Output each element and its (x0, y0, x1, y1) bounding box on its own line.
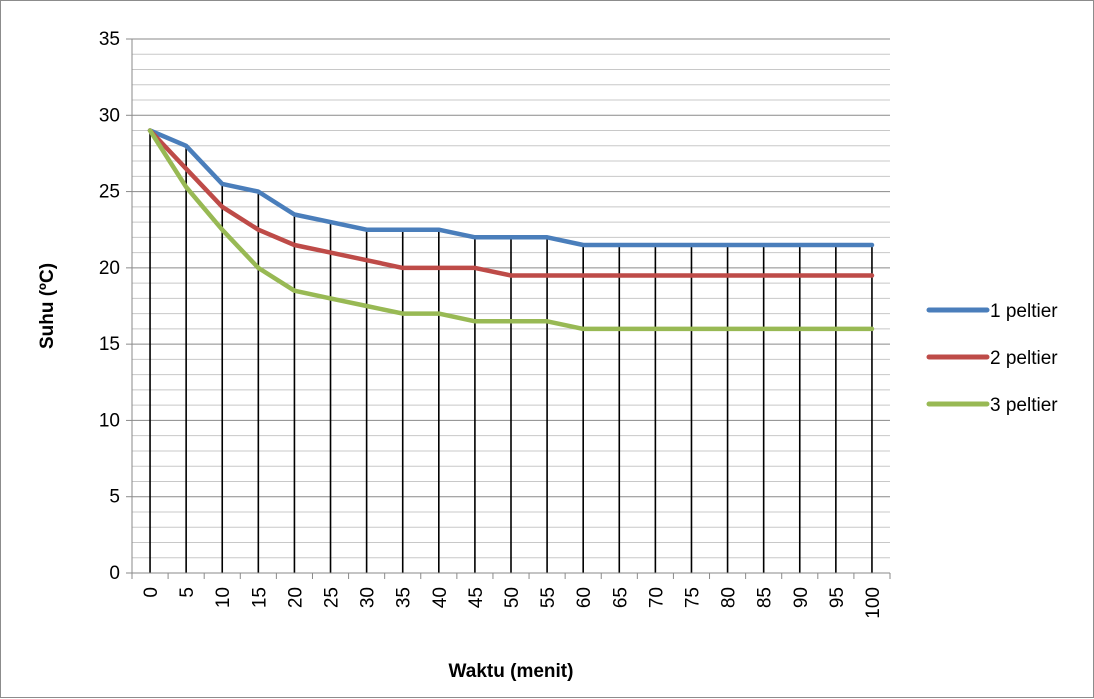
y-tick-label: 35 (99, 29, 120, 50)
axes (131, 39, 890, 574)
x-tick-label: 80 (719, 587, 740, 608)
x-axis-tick-labels: 0 5 10 15 20 25 30 35 40 45 50 55 60 65 70 75 80 85 90 95 10… (131, 573, 891, 619)
x-tick-label: 35 (394, 587, 415, 608)
y-tick-label: 15 (99, 334, 120, 355)
x-tick-label: 65 (610, 587, 631, 608)
y-tick-label: 20 (99, 258, 120, 279)
x-tick-label: 10 (213, 587, 234, 608)
x-tick-label: 100 (863, 587, 884, 619)
x-tick-label: 75 (682, 587, 703, 608)
x-tick-label: 95 (827, 587, 848, 608)
x-tick-label: 0 (141, 587, 162, 598)
series-line (147, 128, 875, 278)
x-tick-label: 60 (574, 587, 595, 608)
x-tick-label: 55 (538, 587, 559, 608)
y-tick-label: 30 (99, 105, 120, 126)
x-tick-label: 85 (755, 587, 776, 608)
y-tick-label: 10 (99, 410, 120, 431)
x-tick-label: 15 (249, 587, 270, 608)
y-tick-label: 25 (99, 182, 120, 203)
x-tick-label: 20 (285, 587, 306, 608)
x-tick-label: 50 (502, 587, 523, 608)
x-tick-label: 70 (646, 587, 667, 608)
legend-label: 2 peltier (990, 348, 1058, 369)
legend-label: 1 peltier (990, 301, 1058, 322)
x-tick-label: 45 (466, 587, 487, 608)
x-tick-label: 30 (358, 587, 379, 608)
vertical-drop-lines (149, 130, 873, 573)
x-tick-label: 90 (791, 587, 812, 608)
y-axis-tick-labels: 0 5 10 15 20 25 30 35 (99, 29, 132, 584)
x-axis-title: Waktu (menit) (449, 661, 574, 682)
x-tick-label: 5 (177, 587, 198, 598)
y-tick-label: 5 (109, 487, 120, 508)
y-tick-label: 0 (109, 563, 120, 584)
legend: 1 peltier 2 peltier 3 peltier (926, 301, 1058, 416)
y-axis-title: Suhu (ºC) (37, 263, 58, 349)
legend-label: 3 peltier (990, 395, 1058, 416)
x-tick-label: 25 (322, 587, 343, 608)
x-tick-label: 40 (430, 587, 451, 608)
series-lines (147, 128, 875, 332)
series-line (147, 128, 875, 332)
series-line (147, 128, 875, 248)
